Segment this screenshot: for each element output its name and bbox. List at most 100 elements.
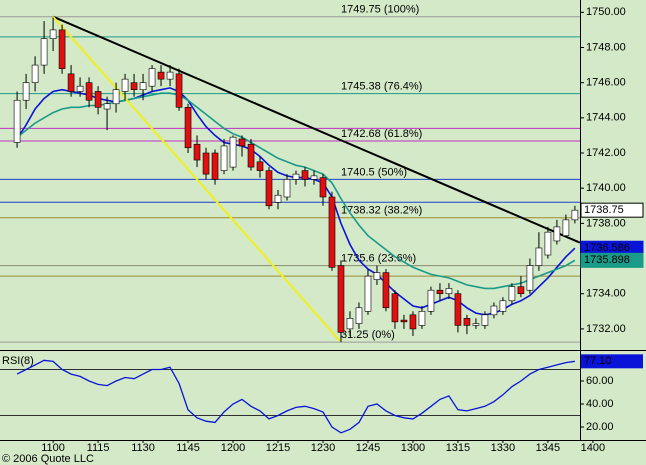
- price-tag-label: 1736.586: [584, 242, 630, 254]
- candle-body: [535, 247, 543, 266]
- candle-body: [76, 85, 84, 92]
- candle-body: [184, 106, 192, 149]
- candle-body: [103, 103, 111, 110]
- candle-body: [292, 173, 300, 180]
- trend-line: [52, 16, 341, 342]
- x-tick-label: 1115: [87, 442, 110, 454]
- fib-label: 1742.68 (61.8%): [341, 128, 422, 140]
- y-tick-label: 1740.00: [586, 182, 626, 194]
- candle-body: [58, 29, 66, 69]
- candle-body: [229, 136, 237, 168]
- x-tick-label: 1315: [446, 442, 470, 454]
- y-tick-label: 1742.00: [586, 147, 626, 159]
- candle-body: [454, 293, 462, 326]
- candle-body: [112, 89, 120, 105]
- candle-body: [166, 71, 174, 80]
- candle-body: [193, 143, 201, 161]
- candle-body: [562, 219, 570, 236]
- trend-line: [52, 15, 581, 244]
- y-tick-label: 60.00: [586, 375, 614, 387]
- candle-body: [211, 152, 219, 180]
- y-tick-label: 1744.00: [586, 112, 626, 124]
- candle-body: [337, 265, 345, 333]
- x-tick-label: 1345: [536, 442, 560, 454]
- candle-body: [382, 272, 390, 309]
- candle-body: [94, 91, 102, 108]
- candle-body: [409, 314, 417, 330]
- candle-body: [301, 170, 309, 180]
- fib-label: 1738.32 (38.2%): [341, 205, 422, 217]
- candle-body: [391, 293, 399, 323]
- candle-body: [157, 71, 165, 80]
- price-tag-label: 1738.75: [584, 204, 624, 216]
- candle-body: [571, 209, 579, 221]
- price-tag: [580, 202, 644, 218]
- candle-body: [373, 272, 381, 280]
- fib-label: 31.25 (0%): [341, 329, 395, 341]
- candle-body: [130, 82, 138, 90]
- moving-average: [16, 92, 576, 290]
- candle-body: [400, 319, 408, 323]
- y-tick-label: 1748.00: [586, 41, 626, 53]
- candle-body: [67, 73, 75, 92]
- candle-body: [247, 143, 255, 168]
- footer: © 2006 Quote LLC: [2, 453, 94, 465]
- candle-body: [328, 196, 336, 268]
- candle-body: [472, 323, 480, 326]
- candle-body: [436, 289, 444, 295]
- candle-body: [13, 99, 21, 143]
- candle-body: [283, 179, 291, 198]
- x-tick-label: 1100: [41, 442, 65, 454]
- y-tick-label: 1750.00: [586, 6, 626, 18]
- candle-body: [544, 231, 552, 256]
- x-tick-label: 1145: [176, 442, 200, 454]
- candle-body: [508, 286, 516, 302]
- x-tick-label: 1230: [311, 442, 335, 454]
- y-tick-label: 20.00: [586, 421, 614, 433]
- y-tick-label: 1734.00: [586, 288, 626, 300]
- candle-body: [265, 170, 273, 207]
- x-tick-label: 1330: [491, 442, 515, 454]
- candle-body: [553, 226, 561, 242]
- fib-label: 1745.38 (76.4%): [341, 80, 422, 92]
- fib-label: 1740.5 (50%): [341, 166, 407, 178]
- x-tick-label: 1300: [401, 442, 425, 454]
- candle-body: [427, 289, 435, 312]
- x-tick-label: 1245: [356, 442, 380, 454]
- candle-body: [355, 307, 363, 324]
- x-tick-label: 1130: [131, 442, 155, 454]
- candle-body: [49, 29, 57, 39]
- candle-body: [148, 68, 156, 87]
- candle-body: [445, 288, 453, 295]
- candle-body: [481, 314, 489, 326]
- y-tick-label: 1738.00: [586, 217, 626, 229]
- value-tag-label: 77.10: [584, 355, 612, 367]
- y-tick-label: 1746.00: [586, 77, 626, 89]
- candle-body: [418, 311, 426, 326]
- candle-body: [238, 138, 246, 147]
- candle-body: [310, 175, 318, 180]
- candle-body: [31, 64, 39, 83]
- candle-body: [526, 265, 534, 291]
- value-tag: [581, 354, 643, 369]
- candle-body: [22, 82, 30, 101]
- rsi-line: [16, 359, 575, 434]
- candle-body: [274, 194, 282, 203]
- candle-body: [499, 300, 507, 312]
- candle-body: [490, 305, 498, 316]
- candle-body: [85, 82, 93, 101]
- candle-body: [40, 38, 48, 66]
- candle-body: [319, 177, 327, 198]
- price-tag: [580, 252, 644, 268]
- y-tick-label: 40.00: [586, 398, 614, 410]
- candle-body: [364, 275, 372, 312]
- candle-body: [220, 145, 228, 171]
- x-tick-label: 1400: [581, 442, 605, 454]
- y-tick-label: 1732.00: [586, 323, 626, 335]
- candle-body: [121, 78, 129, 92]
- panel-title: RSI(8): [2, 355, 34, 367]
- candle-body: [463, 318, 471, 326]
- candle-body: [202, 152, 210, 175]
